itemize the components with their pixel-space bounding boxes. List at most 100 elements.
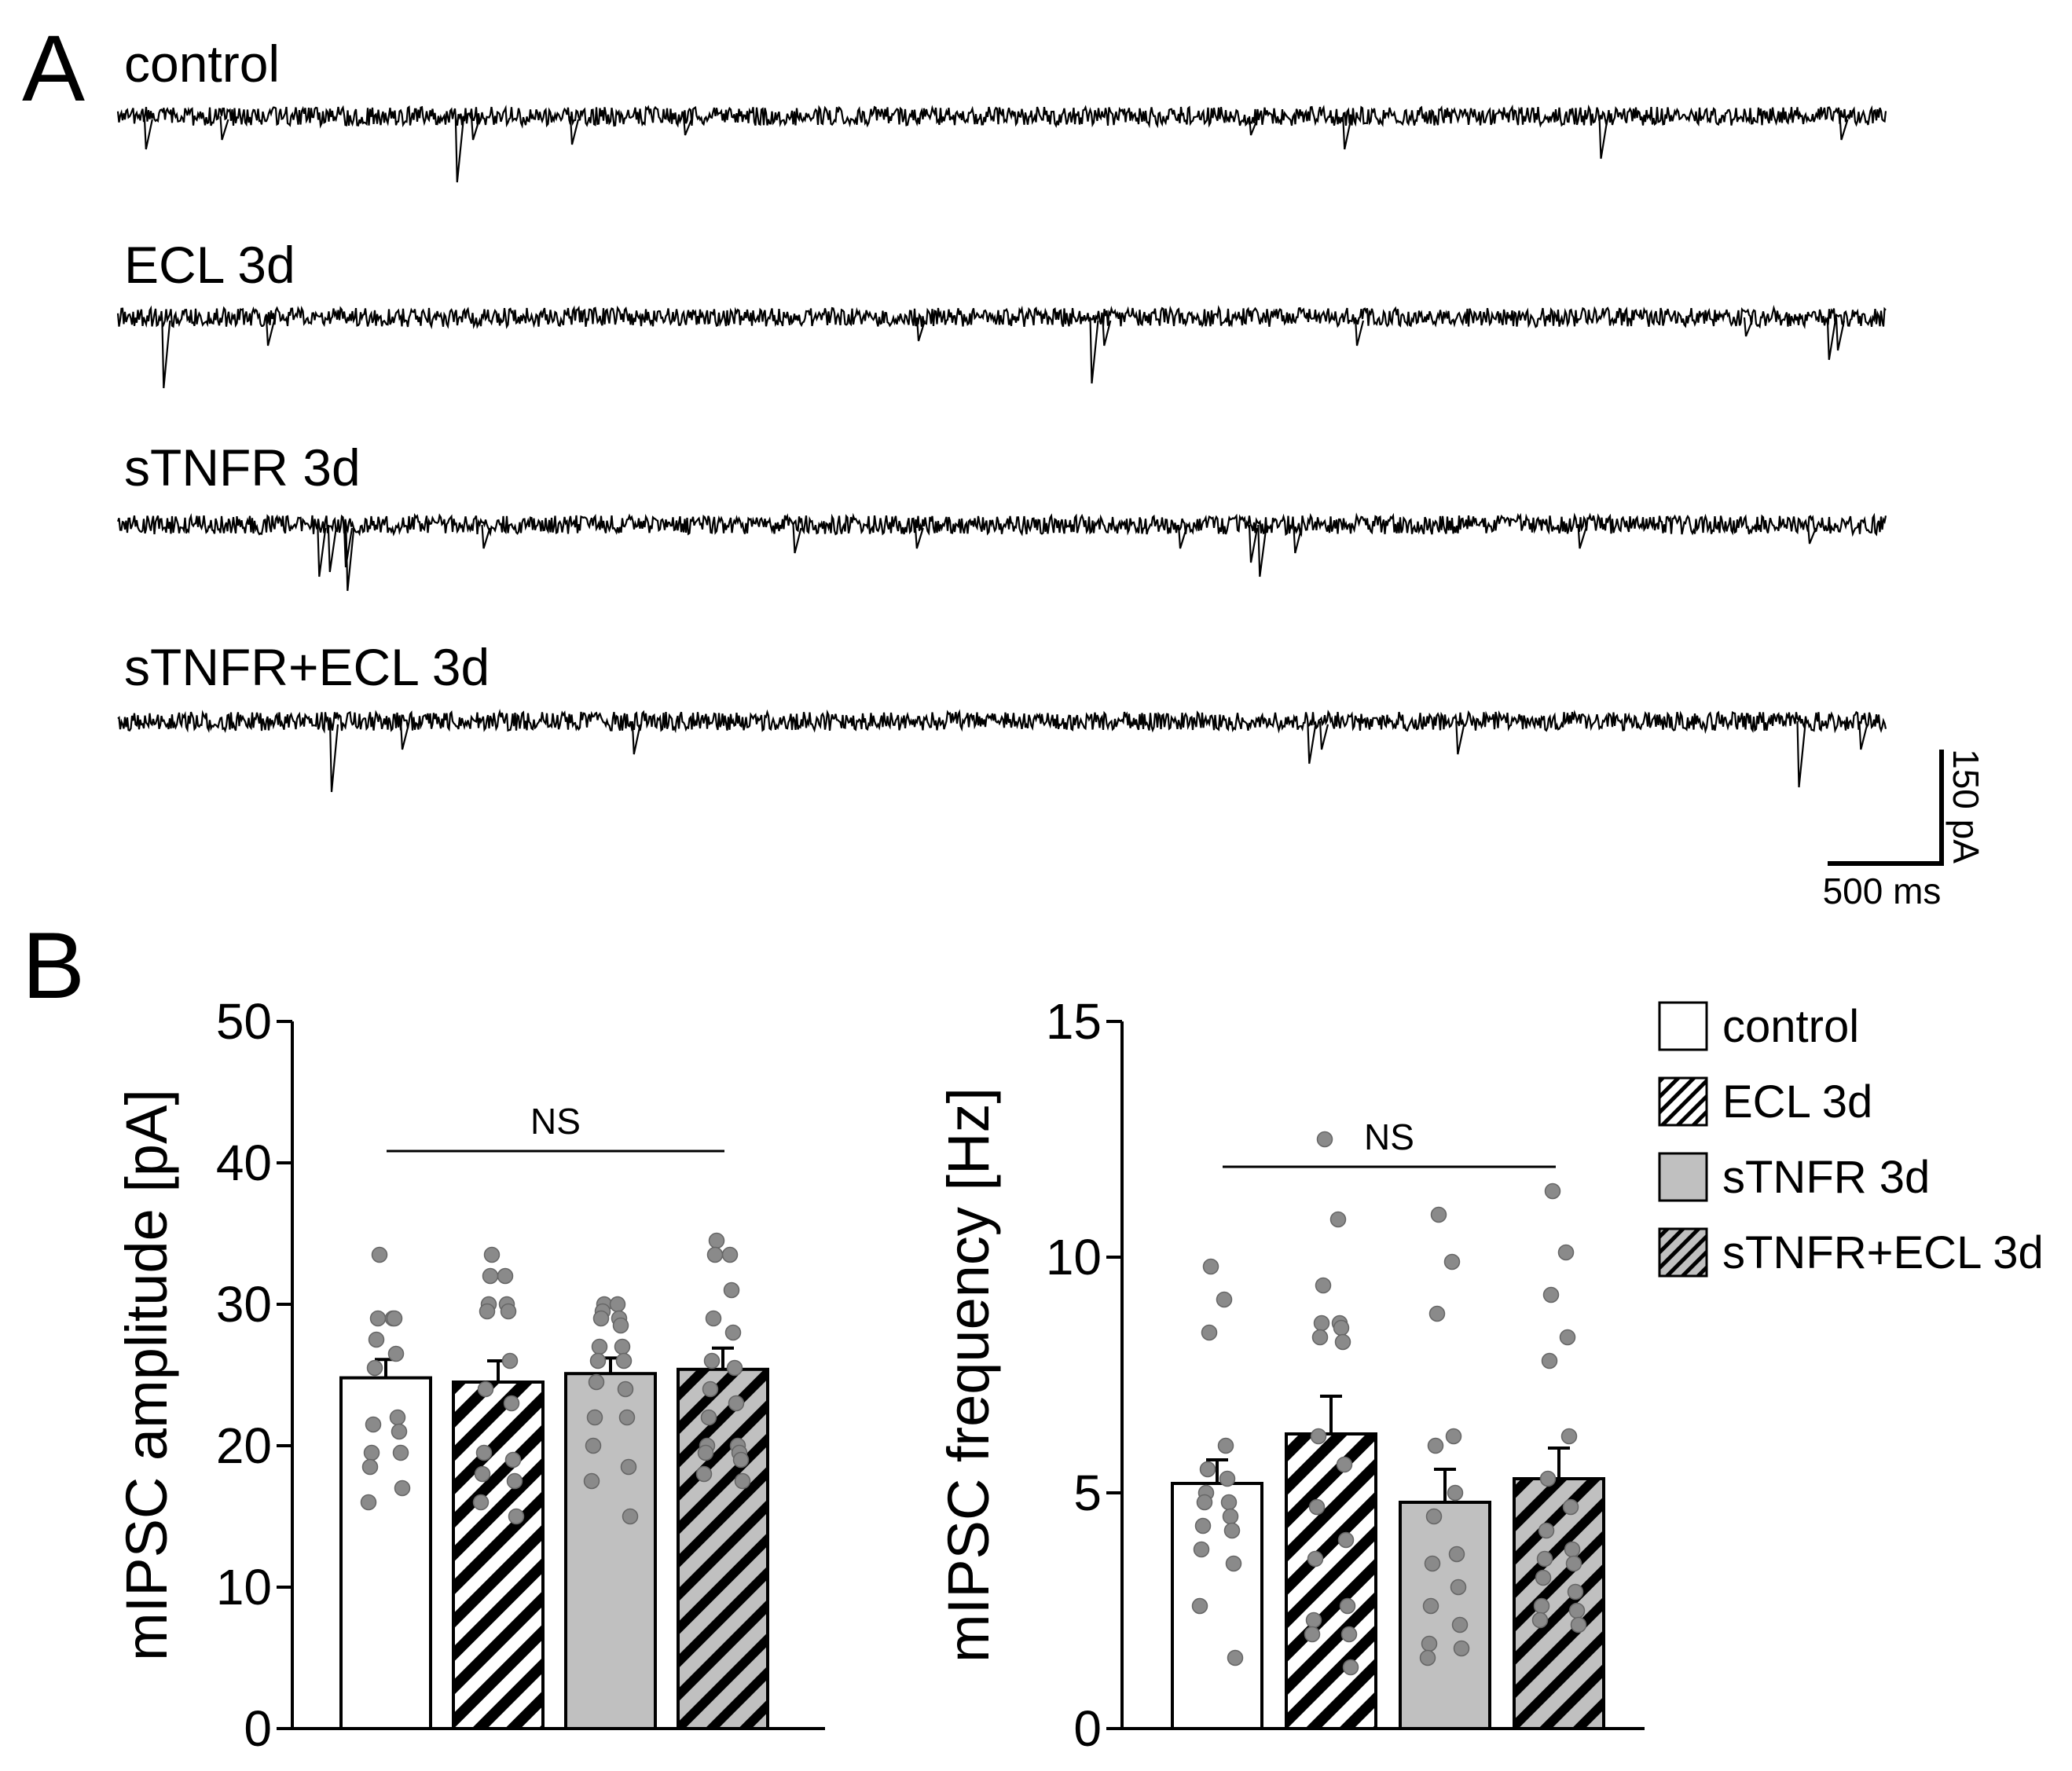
data-point	[366, 1359, 383, 1377]
data-point	[705, 1310, 722, 1327]
bar-group	[452, 1246, 545, 1730]
data-point	[474, 1465, 491, 1483]
data-point	[1340, 1626, 1358, 1643]
data-point	[1196, 1494, 1213, 1511]
data-point	[477, 1380, 494, 1398]
scale-bar: 500 ms 150 pA	[1823, 749, 1986, 911]
data-point	[1451, 1616, 1469, 1634]
data-point	[1425, 1508, 1443, 1525]
trace-line	[116, 304, 1887, 389]
data-point	[1193, 1541, 1210, 1558]
data-point	[1337, 1531, 1355, 1549]
data-point	[1311, 1329, 1329, 1346]
data-point	[1430, 1206, 1447, 1223]
data-point	[695, 1465, 713, 1483]
legend-label: sTNFR+ECL 3d	[1722, 1227, 2044, 1278]
data-point	[483, 1246, 501, 1263]
data-point	[1220, 1494, 1238, 1511]
y-tick-label: 20	[216, 1417, 272, 1474]
data-point	[1223, 1522, 1241, 1539]
y-tick-label: 0	[244, 1700, 272, 1757]
traces-panel: control ECL 3d sTNFR 3d sTNFR+ECL 3d	[116, 35, 1887, 793]
data-point	[592, 1310, 610, 1327]
bar	[677, 1367, 769, 1731]
data-point	[475, 1444, 493, 1461]
y-tick-label: 10	[1046, 1229, 1102, 1285]
y-axis-label: mIPSC amplitude [pA]	[114, 1089, 179, 1661]
trace-line	[117, 708, 1887, 793]
data-point	[497, 1267, 514, 1285]
y-tick-label: 40	[216, 1135, 272, 1191]
trace-row: control	[116, 35, 1887, 183]
data-point	[1310, 1428, 1327, 1445]
data-point	[728, 1395, 745, 1412]
legend-swatch	[1658, 1227, 1708, 1278]
bar-group	[339, 1246, 432, 1730]
data-point	[386, 1310, 403, 1327]
trace-label: ECL 3d	[124, 236, 295, 294]
data-point	[1339, 1597, 1356, 1615]
data-point	[588, 1373, 605, 1391]
bar	[452, 1380, 545, 1730]
legend-swatch	[1658, 1076, 1708, 1127]
trace-line	[116, 512, 1887, 592]
data-point	[1535, 1569, 1552, 1586]
data-point	[732, 1451, 750, 1468]
data-point	[360, 1494, 377, 1511]
y-tick-label: 15	[1046, 993, 1102, 1050]
bar	[1513, 1477, 1605, 1730]
data-point	[392, 1444, 409, 1461]
legend: control ECL 3d sTNFR 3d sTNFR+ECL 3d	[1658, 1001, 2044, 1278]
data-point	[622, 1508, 639, 1525]
data-point	[589, 1352, 607, 1370]
data-point	[697, 1444, 714, 1461]
bar-group	[1399, 1206, 1491, 1730]
data-point	[1304, 1626, 1321, 1643]
data-point	[1202, 1258, 1219, 1275]
legend-item: sTNFR 3d	[1658, 1152, 1930, 1203]
data-point	[369, 1310, 387, 1327]
data-point	[391, 1423, 408, 1440]
bar-group	[564, 1296, 657, 1730]
data-point	[363, 1444, 380, 1461]
data-point	[1333, 1319, 1350, 1336]
data-point	[1453, 1640, 1470, 1657]
data-point	[620, 1458, 637, 1476]
data-point	[1562, 1498, 1579, 1516]
data-point	[1421, 1635, 1438, 1652]
data-point	[479, 1303, 496, 1320]
data-point	[504, 1451, 522, 1468]
data-point	[614, 1338, 631, 1355]
data-point	[1447, 1484, 1464, 1502]
data-point	[1225, 1555, 1242, 1572]
data-point	[1305, 1612, 1322, 1629]
data-point	[501, 1352, 519, 1370]
trace-line	[116, 104, 1887, 183]
trace-row: ECL 3d	[116, 236, 1887, 389]
bar-group	[677, 1232, 769, 1731]
y-axis-label: mIPSC frequency [Hz]	[936, 1087, 1001, 1663]
bar-group	[1285, 1131, 1377, 1730]
data-point	[708, 1232, 725, 1249]
significance-label: NS	[1364, 1116, 1414, 1157]
legend-item: sTNFR+ECL 3d	[1658, 1227, 2044, 1278]
data-point	[1564, 1541, 1581, 1558]
data-point	[726, 1359, 743, 1377]
trace-row: sTNFR+ECL 3d	[117, 638, 1887, 793]
data-point	[724, 1324, 742, 1341]
data-point	[1307, 1550, 1324, 1568]
bar-group	[1513, 1182, 1605, 1730]
data-point	[1419, 1649, 1436, 1666]
legend-swatch	[1658, 1152, 1708, 1202]
panel-label-a: A	[22, 16, 85, 121]
trace-label: control	[124, 35, 280, 93]
data-point	[612, 1317, 629, 1334]
data-point	[1541, 1352, 1558, 1370]
data-point	[1334, 1333, 1351, 1351]
data-point	[1559, 1329, 1576, 1346]
legend-swatch	[1658, 1001, 1708, 1051]
data-point	[591, 1338, 608, 1355]
data-point	[1201, 1324, 1218, 1341]
data-point	[503, 1395, 520, 1412]
data-point	[1194, 1517, 1212, 1534]
